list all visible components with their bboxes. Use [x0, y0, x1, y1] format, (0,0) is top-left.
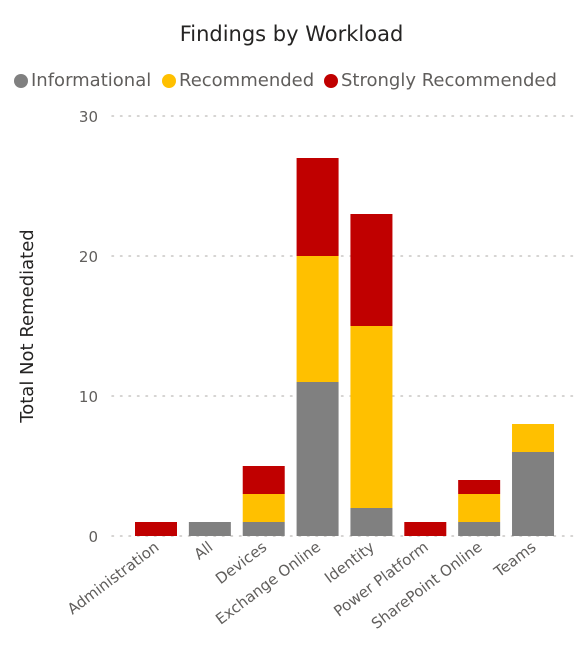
legend: Informational Recommended Strongly Recom…: [0, 70, 583, 94]
bar-segment-strongly-recommended: [458, 480, 501, 494]
grid-lines: [111, 115, 579, 537]
y-tick-label: 20: [79, 248, 98, 266]
bar-segment-strongly-recommended: [296, 158, 339, 256]
bar-segment-recommended: [512, 424, 555, 452]
y-axis-ticks: 0 10 20 30: [79, 108, 98, 546]
bar-segment-informational: [188, 522, 231, 536]
legend-label-informational: Informational: [31, 70, 152, 91]
legend-swatch-strongly-recommended: [324, 73, 338, 88]
y-tick-label: 30: [79, 108, 98, 126]
bar-segment-recommended: [350, 326, 393, 508]
bar-segment-strongly-recommended: [404, 522, 447, 536]
bar-segment-informational: [512, 452, 555, 536]
x-tick-label: All: [191, 538, 217, 564]
y-axis-label: Total Not Remediated: [17, 229, 38, 423]
y-tick-label: 0: [88, 528, 98, 546]
x-tick-label: Administration: [64, 538, 162, 618]
bars: [135, 158, 555, 536]
legend-item-informational[interactable]: Informational: [14, 70, 151, 91]
legend-item-strongly-recommended[interactable]: Strongly Recommended: [324, 70, 557, 91]
legend-swatch-informational: [14, 73, 28, 88]
x-tick-label: Teams: [490, 538, 540, 582]
bar-segment-strongly-recommended: [135, 522, 177, 536]
bar-segment-recommended: [458, 494, 501, 522]
bar-segment-informational: [296, 382, 339, 536]
legend-item-recommended[interactable]: Recommended: [162, 70, 314, 91]
bar-segment-informational: [458, 522, 501, 536]
bar-segment-recommended: [242, 494, 285, 522]
bar-segment-informational: [350, 508, 393, 536]
legend-label-strongly-recommended: Strongly Recommended: [341, 70, 557, 91]
legend-label-recommended: Recommended: [179, 70, 315, 91]
legend-swatch-recommended: [162, 73, 176, 88]
y-tick-label: 10: [79, 388, 98, 406]
bar-segment-strongly-recommended: [242, 466, 285, 494]
bar-segment-strongly-recommended: [350, 214, 393, 326]
bar-segment-recommended: [296, 256, 339, 382]
chart-title: Findings by Workload: [179, 22, 404, 46]
bar-segment-informational: [242, 522, 285, 536]
